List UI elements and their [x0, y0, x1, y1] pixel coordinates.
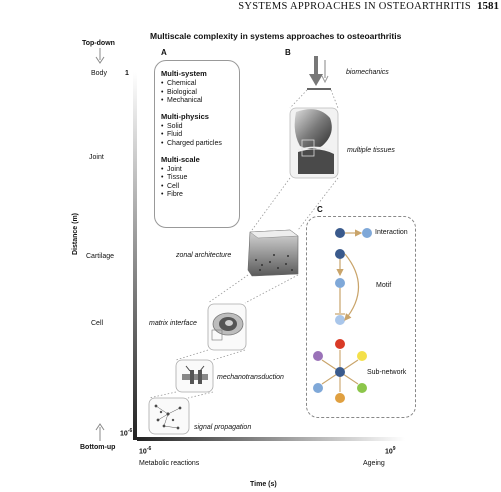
x-axis-max: 109 [385, 446, 396, 456]
bottom-up-arrow-icon [95, 423, 105, 441]
label-interaction: Interaction [375, 229, 408, 236]
label-mechanotransduction: mechanotransduction [217, 374, 284, 381]
panel-a-group-title: Multi-scale [161, 154, 200, 164]
interaction-network [335, 228, 372, 238]
mechanotransduction-image [175, 359, 214, 393]
y-axis-label: Distance (m) [72, 212, 79, 255]
list-item: Joint [161, 166, 222, 175]
label-zonal-architecture: zonal architecture [176, 252, 232, 259]
motif-network [335, 249, 359, 325]
y-axis-bar [133, 72, 137, 440]
panel-a-group-title: Multi-physics [161, 111, 209, 121]
interaction-node-source [335, 228, 345, 238]
label-signal-propagation: signal propagation [194, 424, 252, 431]
zoom-lines [148, 89, 339, 399]
panel-b-letter: B [285, 48, 291, 57]
label-motif: Motif [376, 282, 392, 289]
y-axis-max: 1 [125, 70, 129, 77]
list-item: Cell [161, 183, 222, 192]
x-caption-metabolic: Metabolic reactions [139, 460, 200, 467]
interaction-node-target [362, 228, 372, 238]
list-item: Fluid [161, 131, 222, 140]
scale-cartilage: Cartilage [86, 253, 115, 260]
list-item: Charged particles [161, 140, 222, 149]
label-biomechanics: biomechanics [346, 69, 389, 76]
top-down-arrow-icon [95, 48, 105, 64]
panel-c-box [306, 216, 416, 418]
bottom-up-label: Bottom-up [80, 444, 116, 451]
x-axis-bar [137, 437, 405, 441]
page-number: 1581 [477, 0, 499, 12]
y-axis-min: 10-6 [120, 428, 133, 438]
scale-joint: Joint [89, 154, 104, 161]
panel-a-list: Solid Fluid Charged particles [161, 123, 222, 149]
list-item: Tissue [161, 174, 222, 183]
running-header-title: SYSTEMS APPROACHES IN OSTEOARTHRITIS [238, 1, 471, 12]
label-subnetwork: Sub-network [367, 369, 407, 376]
panel-a-letter: A [161, 48, 167, 57]
x-caption-ageing: Ageing [363, 460, 385, 467]
subnetwork-network [313, 339, 367, 403]
signal-propagation-image [148, 397, 190, 435]
x-axis-label: Time (s) [250, 481, 277, 488]
label-multiple-tissues: multiple tissues [347, 147, 395, 154]
list-item: Fibre [161, 191, 222, 200]
panel-a-list: Joint Tissue Cell Fibre [161, 166, 222, 200]
biomechanics-arrows-icon [307, 56, 331, 90]
figure-title: Multiscale complexity in systems approac… [150, 31, 402, 41]
label-matrix-interface: matrix interface [149, 320, 197, 327]
scale-cell: Cell [91, 320, 104, 327]
list-item: Biological [161, 89, 222, 98]
panel-c-letter: C [317, 205, 323, 214]
panel-a-list: Chemical Biological Mechanical [161, 80, 222, 106]
list-item: Solid [161, 123, 222, 132]
list-item: Mechanical [161, 97, 222, 106]
knee-joint-image [289, 107, 339, 179]
x-axis-min: 10-6 [139, 446, 152, 456]
panel-a-box: Multi-system Chemical Biological Mechani… [154, 60, 240, 228]
cartilage-block-image [247, 229, 299, 277]
scale-body: Body [91, 70, 107, 77]
list-item: Chemical [161, 80, 222, 89]
top-down-label: Top-down [82, 40, 115, 47]
chondrocyte-cell-image [207, 303, 247, 351]
panel-a-group-title: Multi-system [161, 69, 207, 78]
